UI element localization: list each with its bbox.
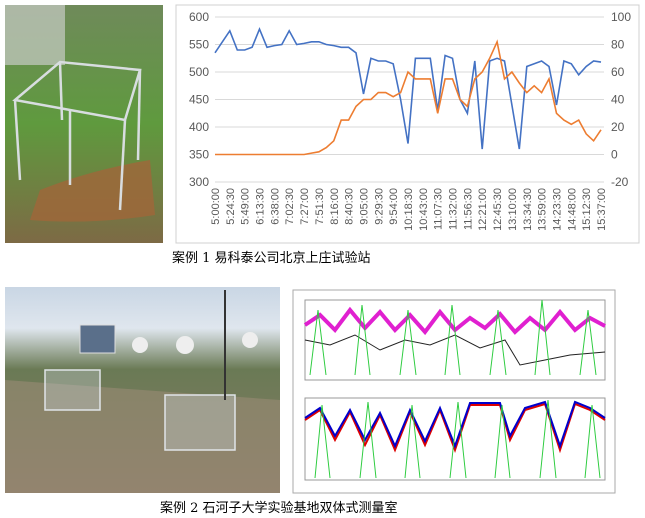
x-tick-label: 13:10:00: [507, 188, 519, 231]
x-tick-label: 10:43:00: [418, 188, 430, 231]
series-line: [215, 39, 602, 156]
x-tick-label: 13:59:00: [537, 188, 549, 231]
y-tick-label: 500: [189, 65, 209, 79]
caption: 案例 2 石河子大学实验基地双体式测量室: [160, 500, 398, 516]
x-tick-label: 5:24:30: [225, 188, 237, 225]
y2-tick-label: -20: [611, 175, 629, 189]
y2-tick-label: 20: [611, 120, 625, 134]
caption: 案例 1 易科泰公司北京上庄试验站: [172, 250, 371, 266]
x-tick-label: 12:45:30: [492, 188, 504, 231]
y-tick-label: 400: [189, 120, 209, 134]
x-tick-label: 15:37:00: [596, 188, 608, 231]
x-tick-label: 15:12:30: [581, 188, 593, 231]
x-tick-label: 10:18:30: [403, 188, 415, 231]
x-tick-label: 7:51:30: [314, 188, 326, 225]
x-tick-label: 14:23:30: [551, 188, 563, 231]
x-tick-label: 12:21:00: [477, 188, 489, 231]
y2-tick-label: 80: [611, 38, 625, 52]
y-tick-label: 450: [189, 93, 209, 107]
x-tick-label: 9:05:00: [358, 188, 370, 225]
photo: [5, 5, 163, 243]
x-tick-label: 11:32:00: [448, 188, 460, 230]
x-tick-label: 5:49:00: [240, 188, 252, 225]
x-tick-label: 8:16:00: [329, 188, 341, 225]
photo: [5, 287, 280, 493]
y-tick-label: 600: [189, 10, 209, 24]
x-tick-label: 9:54:00: [388, 188, 400, 225]
chart-image: [292, 289, 616, 494]
x-tick-label: 7:02:30: [284, 188, 296, 225]
x-tick-label: 6:38:00: [269, 188, 281, 225]
x-tick-label: 6:13:30: [255, 188, 267, 225]
y-tick-label: 300: [189, 175, 209, 189]
x-tick-label: 11:56:30: [462, 188, 474, 230]
y-tick-label: 350: [189, 148, 209, 162]
x-tick-label: 13:34:30: [522, 188, 534, 231]
x-tick-label: 5:00:00: [210, 188, 222, 225]
x-tick-label: 9:29:30: [373, 188, 385, 225]
y2-tick-label: 100: [611, 10, 631, 24]
series-line: [214, 26, 602, 150]
y2-tick-label: 0: [611, 148, 618, 162]
y2-tick-label: 40: [611, 93, 625, 107]
y2-tick-label: 60: [611, 65, 625, 79]
chart: 300 350 400 450 500 550 600 -20 0 20 40 60 80 100 5:00…: [189, 10, 631, 231]
x-tick-label: 7:27:00: [299, 188, 311, 225]
x-tick-label: 14:48:00: [566, 188, 578, 231]
y-tick-label: 550: [189, 38, 209, 52]
x-tick-label: 8:40:30: [344, 188, 356, 225]
x-tick-label: 11:07:30: [433, 188, 445, 230]
